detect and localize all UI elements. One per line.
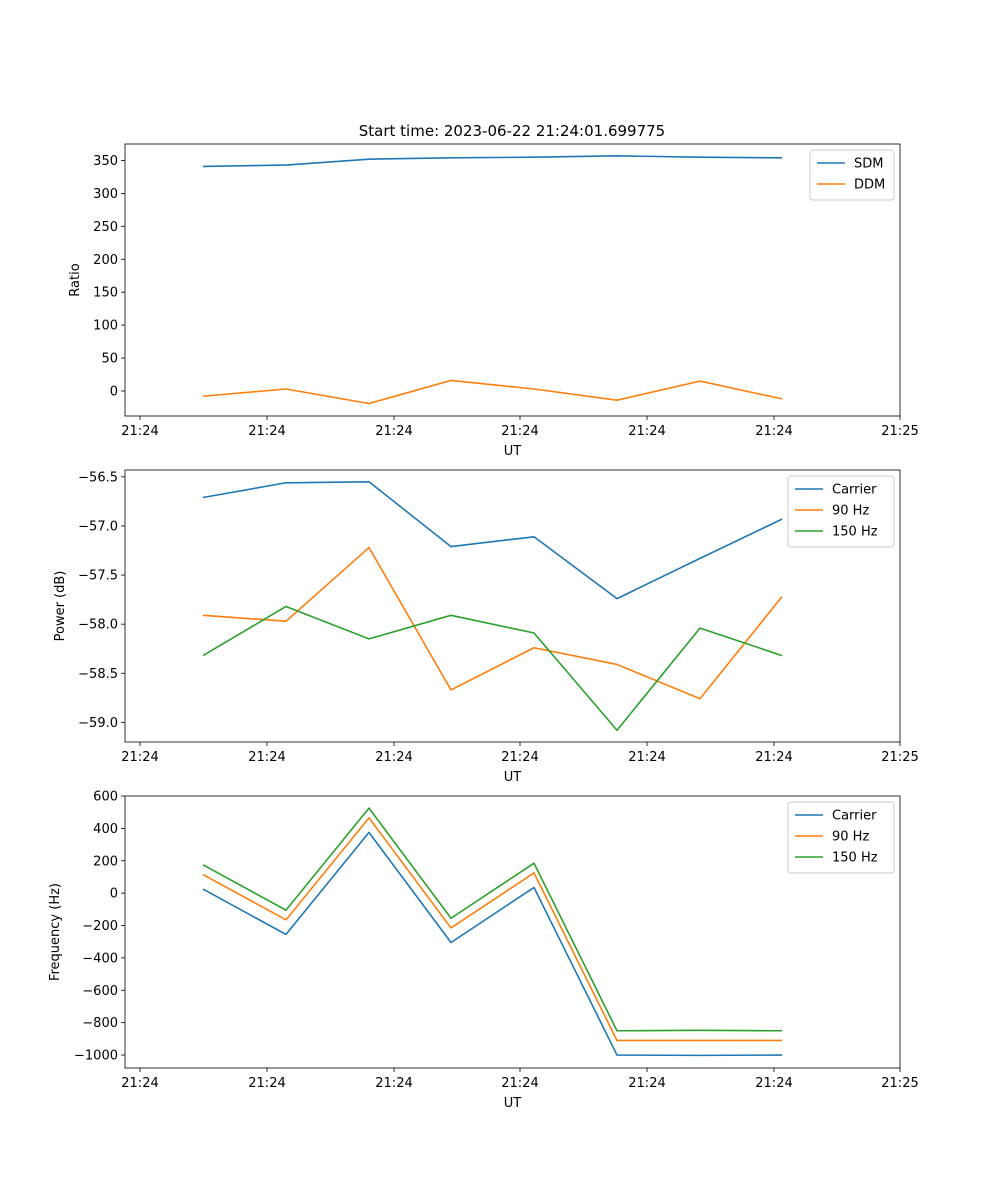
legend-label: 150 Hz: [832, 525, 878, 540]
x-axis-label: UT: [504, 1096, 522, 1111]
subplot-1: 21:24 21:24 21:24 21:24 21:24 21:24 21:25 0 50 10…: [68, 143, 919, 459]
y-tick-label: 0: [110, 887, 118, 902]
legend-label: 90 Hz: [832, 504, 869, 519]
x-tick-label: 21:25: [881, 424, 918, 439]
x-tick-label: 21:24: [121, 750, 158, 765]
series-line-150-hz: [202, 605, 783, 732]
y-tick-label: −200: [82, 919, 118, 934]
y-tick-label: 150: [93, 286, 118, 301]
y-tick-label: 400: [93, 822, 118, 837]
y-tick-label: 300: [93, 187, 118, 202]
x-tick-label: 21:24: [501, 750, 538, 765]
y-tick-label: −57.0: [78, 519, 118, 534]
y-tick-label: −57.5: [78, 569, 118, 584]
legend-box: [787, 475, 895, 548]
legend-label: SDM: [854, 157, 883, 172]
y-tick-label: 200: [93, 253, 118, 268]
axes-frame: [124, 469, 901, 743]
series-line-carrier: [202, 480, 783, 600]
y-tick-label: 0: [110, 384, 118, 399]
y-tick-label: −59.0: [78, 716, 118, 731]
axes-frame: [124, 795, 901, 1069]
chart-title: Start time: 2023-06-22 21:24:01.699775: [359, 122, 665, 140]
subplot-3: 21:24 21:24 21:24 21:24 21:24 21:24 21:25 −1000…: [48, 790, 919, 1112]
x-tick-label: 21:24: [755, 424, 792, 439]
x-tick-label: 21:24: [755, 1076, 792, 1091]
series-line-ddm: [202, 379, 783, 405]
y-tick-label: 600: [93, 790, 118, 805]
axes-frame: [124, 143, 901, 417]
legend-box: [787, 801, 895, 874]
series-line-90-hz: [202, 546, 783, 700]
y-tick-label: 100: [93, 319, 118, 334]
series-line-90-hz: [202, 817, 782, 1042]
subplot-2: 21:24 21:24 21:24 21:24 21:24 21:24 21:25 −59.0…: [53, 469, 919, 785]
x-tick-label: 21:24: [501, 1076, 538, 1091]
y-tick-label: −400: [82, 951, 118, 966]
y-tick-label: −800: [82, 1016, 118, 1031]
x-tick-label: 21:24: [628, 424, 665, 439]
x-tick-label: 21:24: [628, 1076, 665, 1091]
x-tick-label: 21:24: [121, 424, 158, 439]
x-tick-label: 21:25: [881, 750, 918, 765]
subplots: 21:24 21:24 21:24 21:24 21:24 21:24 21:25 0 50 10…: [48, 143, 919, 1112]
legend-label: 150 Hz: [832, 851, 878, 866]
y-axis-label: Ratio: [68, 263, 83, 296]
x-tick-label: 21:24: [248, 750, 285, 765]
series-line-150-hz: [202, 807, 783, 1032]
x-tick-label: 21:24: [375, 1076, 412, 1091]
x-tick-label: 21:25: [881, 1076, 918, 1091]
y-axis-label: Frequency (Hz): [48, 883, 63, 981]
series-line-carrier: [202, 831, 783, 1057]
x-tick-label: 21:24: [248, 424, 285, 439]
y-tick-label: −600: [82, 984, 118, 999]
x-tick-label: 21:24: [375, 424, 412, 439]
series-line-sdm: [202, 155, 783, 168]
legend-label: Carrier: [832, 809, 877, 824]
y-tick-label: 350: [93, 154, 118, 169]
x-tick-label: 21:24: [501, 424, 538, 439]
y-tick-label: 200: [93, 854, 118, 869]
x-axis-label: UT: [504, 770, 522, 785]
x-tick-label: 21:24: [755, 750, 792, 765]
y-tick-label: −58.0: [78, 618, 118, 633]
y-axis-label: Power (dB): [53, 571, 68, 642]
legend-label: Carrier: [832, 483, 877, 498]
x-tick-label: 21:24: [375, 750, 412, 765]
y-tick-label: −56.5: [78, 470, 118, 485]
y-tick-label: −1000: [74, 1049, 118, 1064]
x-tick-label: 21:24: [121, 1076, 158, 1091]
y-tick-label: −58.5: [78, 667, 118, 682]
y-tick-label: 250: [93, 220, 118, 235]
x-tick-label: 21:24: [628, 750, 665, 765]
x-tick-label: 21:24: [248, 1076, 285, 1091]
y-tick-label: 50: [101, 352, 118, 367]
legend-label: DDM: [854, 178, 885, 193]
legend-label: 90 Hz: [832, 830, 869, 845]
x-axis-label: UT: [504, 444, 522, 459]
